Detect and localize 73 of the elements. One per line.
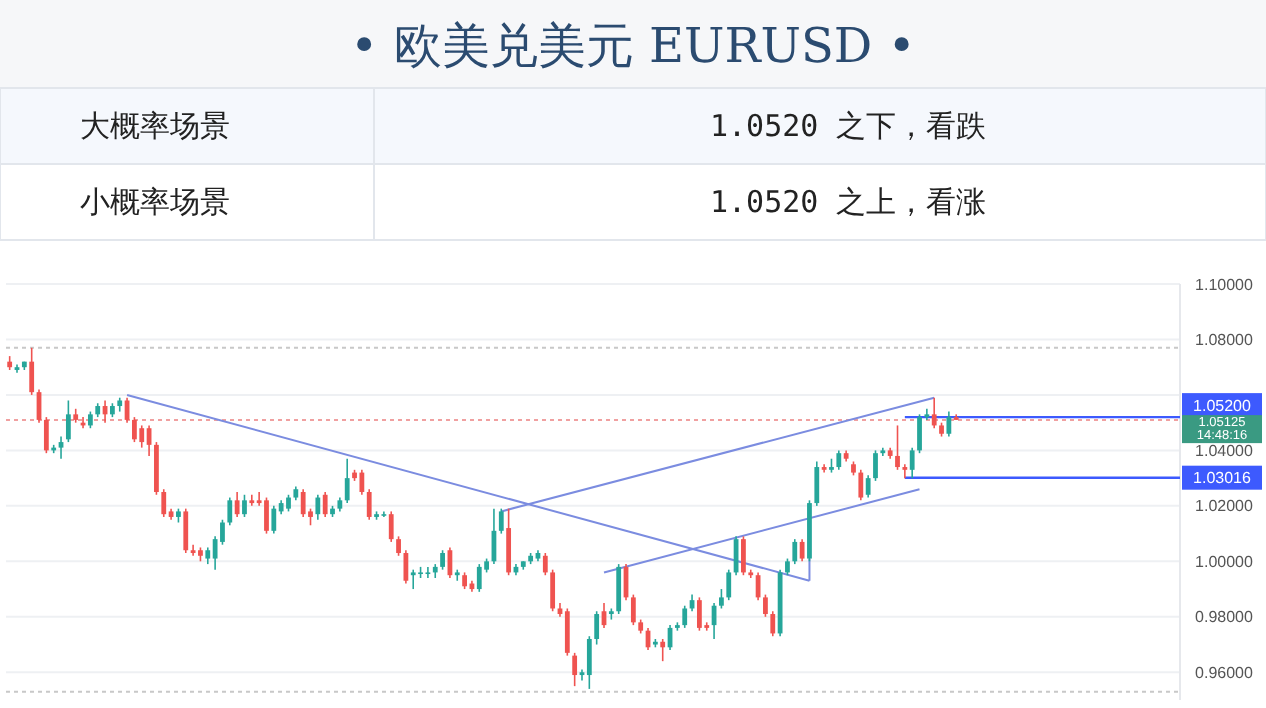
- y-tick-label: 1.04000: [1195, 442, 1255, 460]
- candlestick: [865, 474, 871, 499]
- candlestick: [154, 441, 159, 496]
- candlestick: [719, 588, 724, 610]
- candlestick: [836, 449, 842, 471]
- candlestick: [792, 538, 798, 565]
- candlestick: [946, 410, 952, 438]
- candlestick: [873, 449, 878, 482]
- candlestick: [359, 469, 365, 496]
- candlestick: [814, 460, 820, 507]
- candlestick: [770, 610, 776, 638]
- candlestick: [227, 496, 233, 527]
- candlestick: [366, 488, 372, 521]
- candlestick: [344, 457, 350, 504]
- candlestick: [161, 488, 167, 518]
- candlestick: [931, 396, 937, 430]
- y-tick-label: 0.96000: [1195, 663, 1255, 682]
- candlestick: [630, 593, 636, 626]
- y-tick-label: 1.00000: [1195, 552, 1255, 571]
- candlestick: [902, 463, 908, 479]
- candlestick: [388, 510, 394, 543]
- ref-line-label: 1.05200: [1193, 396, 1253, 415]
- candlestick: [139, 424, 145, 449]
- candlestick: [594, 610, 600, 646]
- candlestick: [506, 507, 512, 576]
- candlestick: [271, 505, 277, 535]
- candlestick: [234, 491, 240, 518]
- candlestick: [726, 568, 732, 601]
- candlestick: [322, 491, 328, 518]
- candlestick: [498, 507, 504, 535]
- candlestick: [917, 413, 922, 454]
- candlestick: [65, 399, 71, 443]
- candlestick: [242, 493, 247, 518]
- candlestick: [572, 652, 578, 687]
- candlestick: [43, 416, 49, 454]
- candlestick: [741, 535, 746, 576]
- candlestick: [909, 446, 915, 479]
- y-tick-label: 1.08000: [1195, 331, 1255, 350]
- candlestick: [799, 538, 805, 563]
- y-tick-label: 0.98000: [1195, 608, 1255, 627]
- candlestick: [550, 568, 556, 613]
- candlestick: [300, 488, 306, 518]
- candlestick: [396, 535, 401, 557]
- candlestick: [440, 549, 445, 571]
- chart-title: • 欧美兑美元 EURUSD •: [350, 18, 916, 74]
- candlestick: [410, 568, 416, 590]
- text: 1.0520 之下，看跌: [710, 108, 987, 144]
- candlestick: [763, 593, 768, 618]
- candlestick: [542, 552, 548, 576]
- candlestick: [403, 549, 409, 585]
- candlestick: [696, 596, 702, 632]
- candlestick: [660, 638, 666, 662]
- candlestick: [586, 635, 592, 690]
- candlestick: [858, 469, 864, 502]
- candlestick: [425, 566, 431, 579]
- text: 1.0520 之上，看涨: [710, 184, 987, 220]
- candlestick: [616, 563, 622, 615]
- candlestick: [264, 496, 269, 535]
- candlestick: [29, 346, 35, 396]
- candlestick: [183, 507, 189, 554]
- y-tick-label: 1.02000: [1195, 497, 1255, 516]
- candlestick: [14, 363, 20, 374]
- text: 小概率场景: [80, 186, 230, 220]
- candlestick: [682, 604, 688, 629]
- y-tick-label: 1.10000: [1195, 275, 1255, 294]
- text: 大概率场景: [80, 110, 230, 144]
- candlestick: [476, 563, 482, 593]
- candlestick: [564, 607, 570, 657]
- candlestick: [895, 424, 900, 471]
- candlestick: [315, 493, 321, 521]
- candlestick: [132, 416, 137, 443]
- ref-line-label: 1.03016: [1193, 469, 1253, 488]
- candlestick: [821, 463, 827, 474]
